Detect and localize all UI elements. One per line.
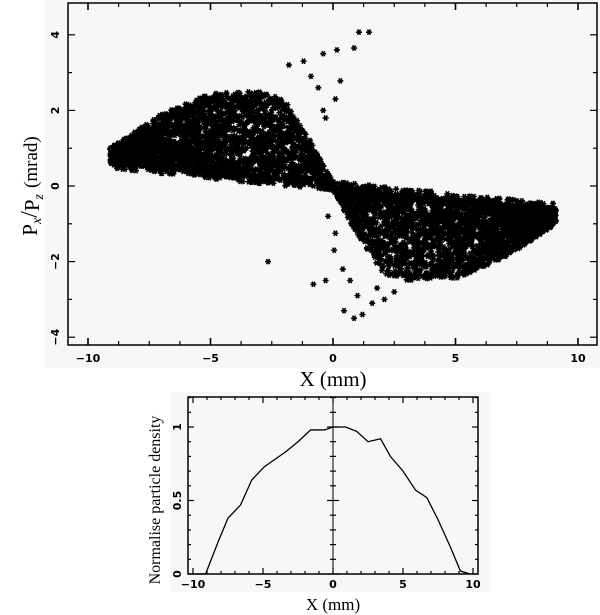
x-tick-label: −10 (181, 578, 206, 591)
y-tick-label: −2 (49, 253, 62, 270)
y-tick-label: −4 (49, 328, 62, 345)
x-tick-label: 5 (399, 578, 407, 591)
x-tick-label: −5 (202, 352, 219, 365)
y-tick-label: 2 (49, 107, 62, 115)
x-tick-label: −10 (76, 352, 101, 365)
density-y-axis-label: Normalise particle density (147, 416, 164, 585)
bottom-plot-panel (170, 392, 490, 592)
density-x-axis-label: X (mm) (306, 595, 360, 614)
scatter-y-tick-labels: −4 −2 0 2 4 (49, 31, 62, 346)
scatter-y-axis-label: Px/Pz(mrad) (17, 136, 47, 235)
ylabel-den: P (20, 199, 44, 211)
scatter-axis-ticks (68, 3, 597, 345)
scatter-markers (107, 88, 559, 283)
x-tick-label: 0 (329, 578, 337, 591)
x-tick-label: 0 (329, 352, 337, 365)
density-axis-ticks (188, 397, 478, 575)
y-tick-label: 0 (49, 182, 62, 190)
scatter-plot-frame (67, 2, 598, 346)
x-tick-label: 10 (465, 578, 481, 591)
ylabel-num-sub: x (30, 217, 45, 225)
scatter-outlier-markers (265, 29, 398, 322)
y-tick-label: 0.5 (171, 491, 184, 511)
ylabel-num: P (18, 224, 42, 236)
y-tick-label: 1 (171, 423, 184, 431)
y-tick-label: 4 (49, 31, 62, 39)
svg-text:Px/Pz(mrad): Px/Pz(mrad) (17, 136, 47, 235)
y-tick-label: 0 (171, 570, 184, 578)
scatter-x-axis-label: X (mm) (299, 367, 366, 391)
x-tick-label: 5 (452, 352, 460, 365)
ylabel-den-sub: z (32, 193, 47, 200)
density-y-tick-labels: 00.51 (171, 423, 184, 578)
density-line-plot: −10 −5 0 5 10 00.51 X (mm) Normalise particl… (147, 396, 481, 614)
density-x-tick-labels: −10 −5 0 5 10 (181, 578, 481, 591)
scatter-points (107, 29, 559, 322)
scatter-x-tick-labels: −10 −5 0 5 10 (76, 352, 586, 365)
x-tick-label: −5 (255, 578, 272, 591)
density-curve (195, 426, 471, 575)
x-tick-label: 10 (570, 352, 586, 365)
ylabel-slash: / (17, 211, 43, 218)
ylabel-unit: (mrad) (21, 136, 42, 188)
